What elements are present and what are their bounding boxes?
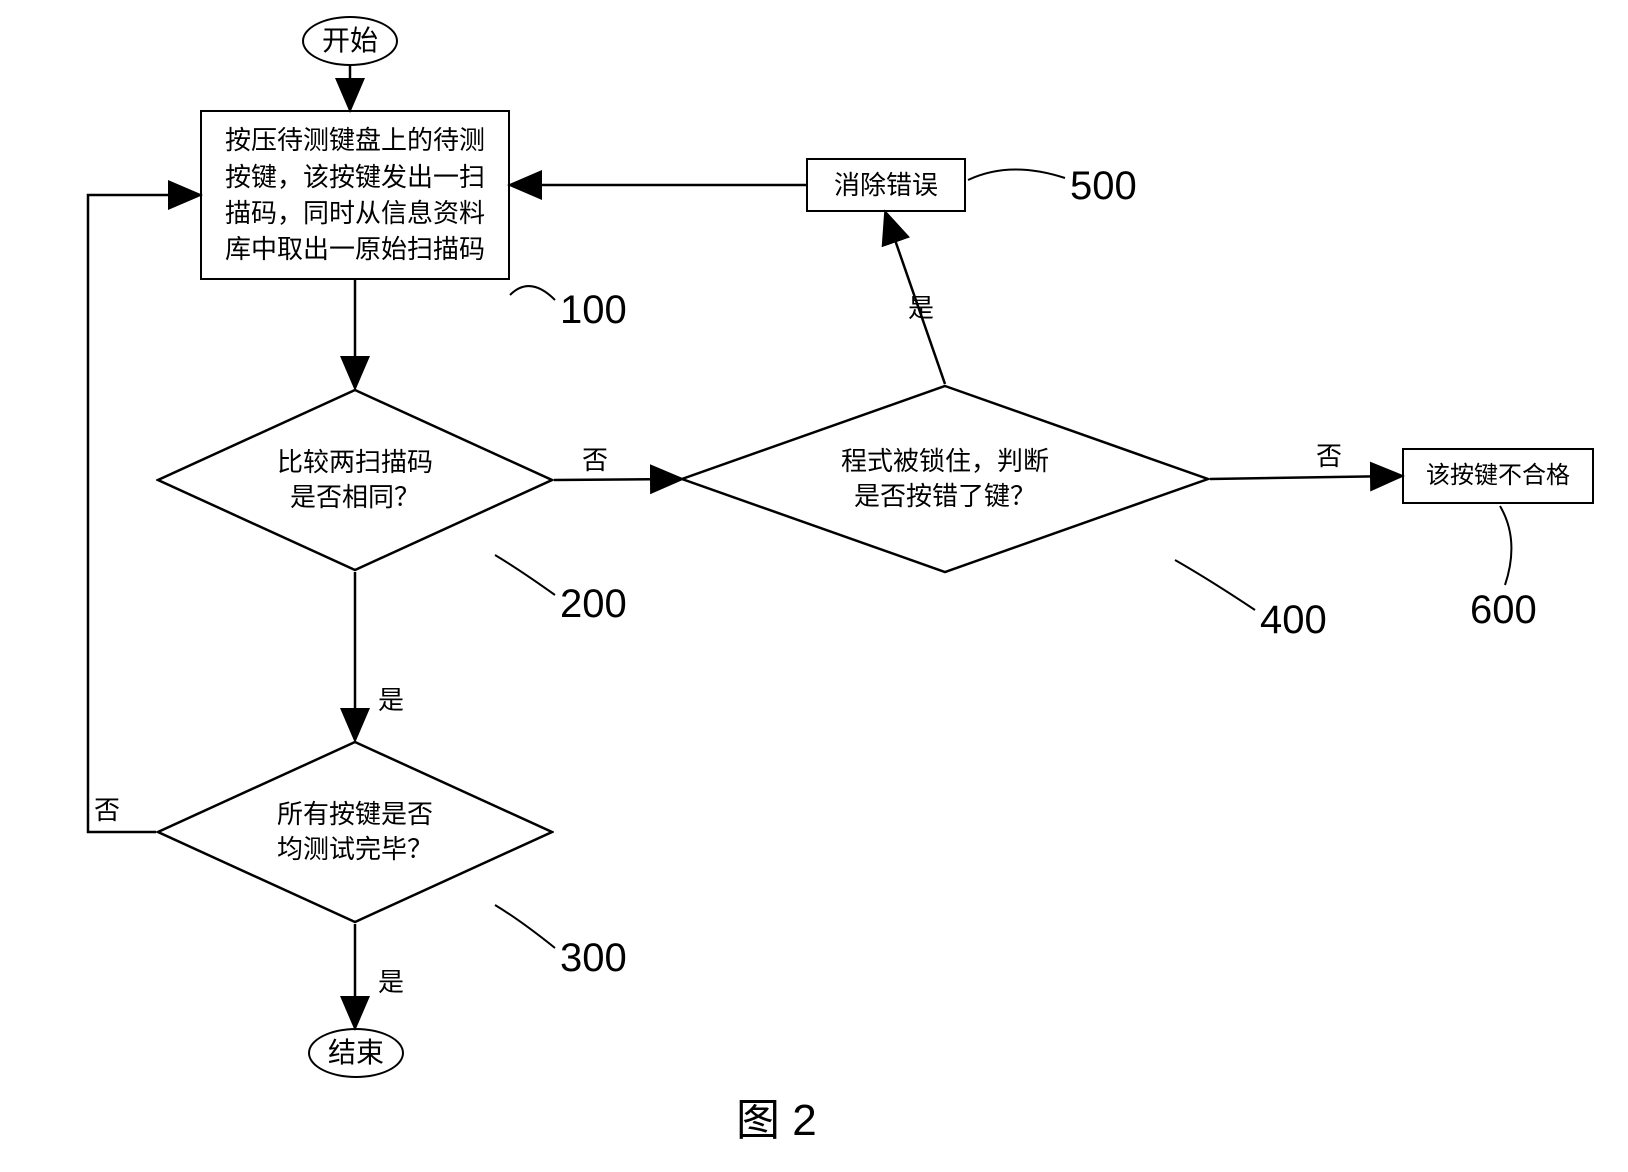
label-d200-yes: 是 (378, 680, 404, 717)
terminal-start: 开始 (302, 16, 398, 66)
process-600-text: 该按键不合格 (1426, 459, 1570, 493)
process-100-text: 按压待测键盘上的待测 按键，该按键发出一扫 描码，同时从信息资料 库中取出一原始… (225, 122, 485, 268)
figure-label: 图 2 (736, 1084, 817, 1148)
process-500-text: 消除错误 (834, 167, 938, 203)
decision-400: 程式被锁住，判断 是否按错了键？ (680, 384, 1210, 574)
process-600: 该按键不合格 (1402, 448, 1594, 504)
decision-200: 比较两扫描码 是否相同？ (156, 388, 554, 572)
terminal-end-text: 结束 (328, 1033, 384, 1072)
decision-300: 所有按键是否 均测试完毕？ (156, 740, 554, 924)
label-d300-yes: 是 (378, 962, 404, 999)
ref-200: 200 (560, 582, 627, 627)
process-500: 消除错误 (806, 158, 966, 212)
ref-300: 300 (560, 936, 627, 981)
decision-200-text: 比较两扫描码 是否相同？ (277, 445, 433, 515)
decision-300-text: 所有按键是否 均测试完毕？ (277, 797, 433, 867)
terminal-start-text: 开始 (322, 21, 378, 60)
ref-100: 100 (560, 288, 627, 333)
decision-400-text: 程式被锁住，判断 是否按错了键？ (841, 444, 1049, 514)
ref-600: 600 (1470, 588, 1537, 633)
process-100: 按压待测键盘上的待测 按键，该按键发出一扫 描码，同时从信息资料 库中取出一原始… (200, 110, 510, 280)
label-d300-no: 否 (94, 790, 120, 827)
label-d400-yes: 是 (908, 288, 934, 325)
label-d200-no: 否 (582, 440, 608, 477)
terminal-end: 结束 (308, 1028, 404, 1078)
ref-500: 500 (1070, 164, 1137, 209)
label-d400-no: 否 (1316, 436, 1342, 473)
ref-400: 400 (1260, 598, 1327, 643)
